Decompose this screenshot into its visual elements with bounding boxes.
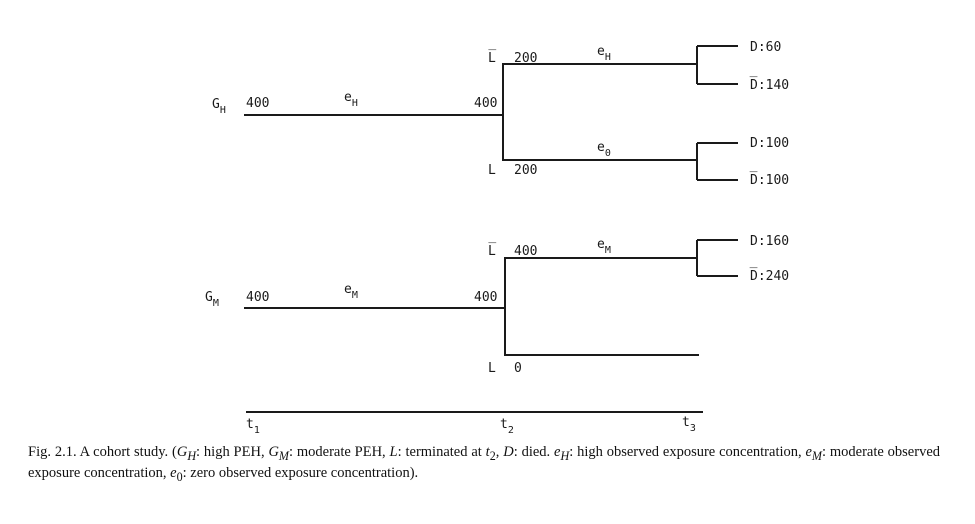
high-upper-count: 200 xyxy=(514,51,537,66)
high-upper-died-count: D:60 xyxy=(750,40,781,55)
group-moderate-exposure-label: eM xyxy=(344,282,358,301)
group-high-exposure-label: eH xyxy=(344,90,358,109)
high-lower-died-count: D:100 xyxy=(750,136,789,151)
moderate-upper-survived-count: D̅:240 xyxy=(750,268,789,284)
group-high-label: GH xyxy=(212,97,226,116)
moderate-lower-terminated-label: L xyxy=(488,361,496,376)
high-upper-survived-count: D̅:140 xyxy=(750,77,789,93)
high-lower-count: 200 xyxy=(514,163,537,178)
time-t1-label: t1 xyxy=(246,417,260,436)
figure-caption: Fig. 2.1. A cohort study. (GH: high PEH,… xyxy=(28,444,940,484)
group-moderate-start-count: 400 xyxy=(246,290,269,305)
high-lower-terminated-label: L xyxy=(488,163,496,178)
group-high-split-count: 400 xyxy=(474,96,497,111)
group-high-start-count: 400 xyxy=(246,96,269,111)
time-t2-label: t2 xyxy=(500,417,514,436)
group-high-branch: GH 400 eH 400 L̅ 200 eH D:60 D̅:140 L 20… xyxy=(212,40,789,188)
moderate-upper-count: 400 xyxy=(514,244,537,259)
group-moderate-split-count: 400 xyxy=(474,290,497,305)
moderate-upper-died-count: D:160 xyxy=(750,234,789,249)
high-upper-exposure-label: eH xyxy=(597,44,611,63)
time-axis: t1 t2 t3 xyxy=(246,411,703,436)
high-lower-survived-count: D̅:100 xyxy=(750,172,789,188)
moderate-upper-censor-label: L̅ xyxy=(488,243,496,259)
high-upper-censor-label: L̅ xyxy=(488,50,496,66)
group-moderate-label: GM xyxy=(205,290,219,309)
moderate-upper-exposure-label: eM xyxy=(597,237,611,256)
high-lower-exposure-label: e0 xyxy=(597,140,611,159)
time-t3-label: t3 xyxy=(682,415,696,434)
moderate-lower-count: 0 xyxy=(514,361,522,376)
group-moderate-branch: GM 400 eM 400 L̅ 400 eM D:160 D̅:240 L 0 xyxy=(205,234,789,376)
